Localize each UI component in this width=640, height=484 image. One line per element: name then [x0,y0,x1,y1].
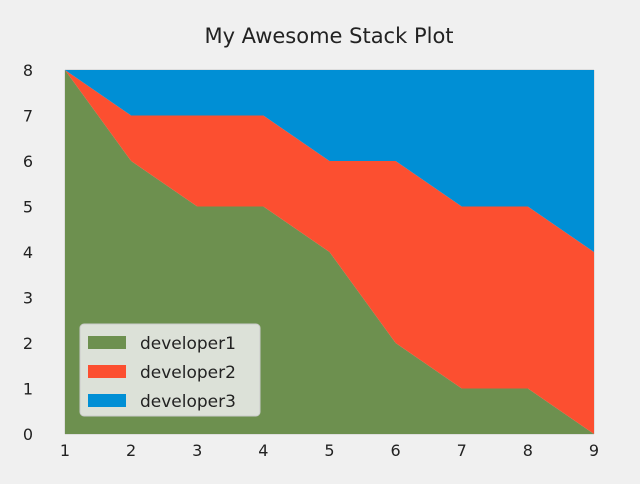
y-tick-label: 5 [23,198,33,217]
legend-label-developer3: developer3 [140,392,236,412]
x-tick-label: 6 [391,441,401,460]
y-tick-label: 8 [23,61,33,80]
y-tick-label: 2 [23,334,33,353]
x-tick-label: 1 [60,441,70,460]
legend-swatch-developer2 [88,365,126,378]
y-tick-label: 7 [23,107,33,126]
x-tick-label: 7 [457,441,467,460]
area-developer2 [65,70,594,434]
x-tick-label: 2 [126,441,136,460]
y-tick-label: 1 [23,380,33,399]
legend-label-developer2: developer2 [140,363,236,383]
area-developer3 [65,70,594,252]
y-tick-label: 0 [23,425,33,444]
x-tick-label: 4 [258,441,268,460]
legend-swatch-developer3 [88,394,126,407]
legend-label-developer1: developer1 [140,334,236,354]
legend: developer1 developer2 developer3 [79,323,261,417]
y-tick-label: 4 [23,243,33,262]
axis-ticks: 1 2 3 4 5 6 7 8 9 0 1 2 3 4 5 6 7 8 [23,61,599,460]
x-tick-label: 9 [589,441,599,460]
x-tick-label: 3 [192,441,202,460]
x-tick-label: 8 [523,441,533,460]
y-tick-label: 3 [23,289,33,308]
y-tick-label: 6 [23,152,33,171]
chart-title: My Awesome Stack Plot [204,24,453,48]
legend-swatch-developer1 [88,336,126,349]
x-tick-label: 5 [324,441,334,460]
